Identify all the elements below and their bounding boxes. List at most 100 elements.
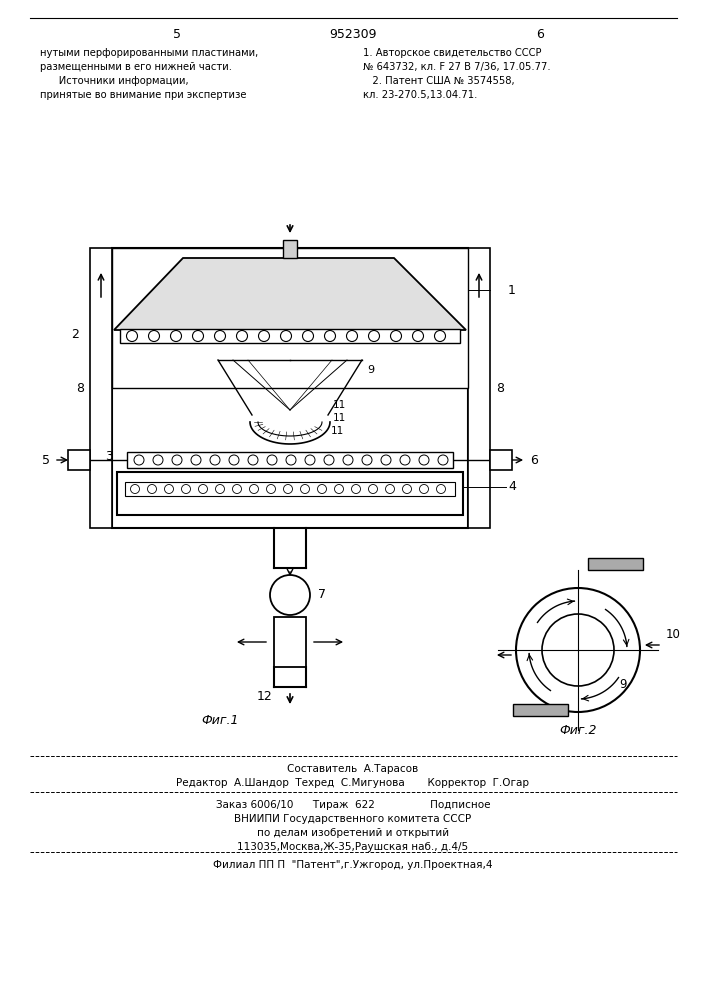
Text: 5: 5 [173, 28, 181, 41]
Circle shape [214, 330, 226, 342]
Circle shape [165, 485, 173, 493]
Text: по делам изобретений и открытий: по делам изобретений и открытий [257, 828, 449, 838]
Circle shape [216, 485, 225, 493]
Circle shape [303, 330, 313, 342]
Circle shape [542, 614, 614, 686]
Bar [112, 248, 468, 528]
Circle shape [199, 485, 207, 493]
Bar [490, 450, 512, 470]
Circle shape [153, 455, 163, 465]
Circle shape [172, 455, 182, 465]
Circle shape [127, 330, 137, 342]
Bar [68, 450, 90, 470]
Text: Редактор  А.Шандор  Техред  С.Мигунова       Корректор  Г.Огар: Редактор А.Шандор Техред С.Мигунова Корр… [177, 778, 530, 788]
Text: ВНИИПИ Государственного комитета СССР: ВНИИПИ Государственного комитета СССР [235, 814, 472, 824]
Circle shape [259, 330, 269, 342]
Circle shape [284, 485, 293, 493]
Circle shape [237, 330, 247, 342]
Circle shape [381, 455, 391, 465]
Text: Фиг.1: Фиг.1 [201, 714, 239, 726]
Text: 2: 2 [71, 328, 79, 342]
Text: № 643732, кл. F 27 В 7/36, 17.05.77.: № 643732, кл. F 27 В 7/36, 17.05.77. [363, 62, 551, 72]
Circle shape [390, 330, 402, 342]
Bar [120, 329, 460, 343]
Circle shape [233, 485, 242, 493]
Circle shape [368, 485, 378, 493]
Circle shape [267, 485, 276, 493]
Text: 1. Авторское свидетельство СССР: 1. Авторское свидетельство СССР [363, 48, 542, 58]
Text: кл. 23-270.5,13.04.71.: кл. 23-270.5,13.04.71. [363, 90, 477, 100]
Circle shape [148, 330, 160, 342]
Text: Источники информации,: Источники информации, [40, 76, 189, 86]
Circle shape [267, 455, 277, 465]
Circle shape [248, 455, 258, 465]
Circle shape [148, 485, 156, 493]
Circle shape [305, 455, 315, 465]
Circle shape [270, 575, 310, 615]
Text: Филиал ПП П  "Патент",г.Ужгород, ул.Проектная,4: Филиал ПП П "Патент",г.Ужгород, ул.Проек… [214, 860, 493, 870]
Bar [283, 240, 297, 258]
Circle shape [281, 330, 291, 342]
Text: 9: 9 [367, 365, 374, 375]
Text: Заказ 6006/10      Тираж  622                 Подписное: Заказ 6006/10 Тираж 622 Подписное [216, 800, 490, 810]
Text: 952309: 952309 [329, 28, 377, 41]
Circle shape [419, 455, 429, 465]
Circle shape [402, 485, 411, 493]
Circle shape [368, 330, 380, 342]
Text: 6: 6 [530, 454, 538, 466]
Text: ~: ~ [284, 591, 296, 606]
Bar [274, 617, 306, 667]
Text: 11: 11 [333, 413, 346, 423]
Circle shape [343, 455, 353, 465]
Circle shape [317, 485, 327, 493]
Text: 4: 4 [508, 481, 516, 493]
Circle shape [300, 485, 310, 493]
Circle shape [435, 330, 445, 342]
Bar [468, 248, 490, 528]
Circle shape [170, 330, 182, 342]
Text: 113035,Москва,Ж-35,Раушская наб., д.4/5: 113035,Москва,Ж-35,Раушская наб., д.4/5 [238, 842, 469, 852]
Bar [90, 248, 112, 528]
Bar [513, 704, 568, 716]
Circle shape [419, 485, 428, 493]
Circle shape [438, 455, 448, 465]
Text: 7: 7 [318, 588, 326, 601]
Circle shape [192, 330, 204, 342]
Text: 11: 11 [331, 426, 344, 436]
Circle shape [131, 485, 139, 493]
Bar [117, 472, 463, 515]
Circle shape [362, 455, 372, 465]
Circle shape [210, 455, 220, 465]
Circle shape [516, 588, 640, 712]
Bar [127, 452, 453, 468]
Circle shape [351, 485, 361, 493]
Text: 11: 11 [333, 400, 346, 410]
Text: 6: 6 [536, 28, 544, 41]
Bar [588, 558, 643, 570]
Circle shape [286, 455, 296, 465]
Text: Составитель  А.Тарасов: Составитель А.Тарасов [287, 764, 419, 774]
Bar [112, 248, 468, 388]
Circle shape [325, 330, 336, 342]
Text: 12: 12 [256, 690, 272, 704]
Text: 2. Патент США № 3574558,: 2. Патент США № 3574558, [363, 76, 515, 86]
Text: 10: 10 [666, 629, 681, 642]
Circle shape [385, 485, 395, 493]
Circle shape [250, 485, 259, 493]
Circle shape [229, 455, 239, 465]
Text: 3: 3 [105, 450, 113, 464]
Circle shape [191, 455, 201, 465]
Text: Фиг.2: Фиг.2 [559, 724, 597, 736]
Text: 8: 8 [76, 381, 84, 394]
Text: принятые во внимание при экспертизе: принятые во внимание при экспертизе [40, 90, 247, 100]
Text: 1: 1 [508, 284, 516, 296]
Circle shape [334, 485, 344, 493]
Polygon shape [114, 258, 466, 330]
Circle shape [182, 485, 190, 493]
Circle shape [412, 330, 423, 342]
Circle shape [134, 455, 144, 465]
Text: 8: 8 [496, 381, 504, 394]
Circle shape [400, 455, 410, 465]
Circle shape [324, 455, 334, 465]
Circle shape [346, 330, 358, 342]
